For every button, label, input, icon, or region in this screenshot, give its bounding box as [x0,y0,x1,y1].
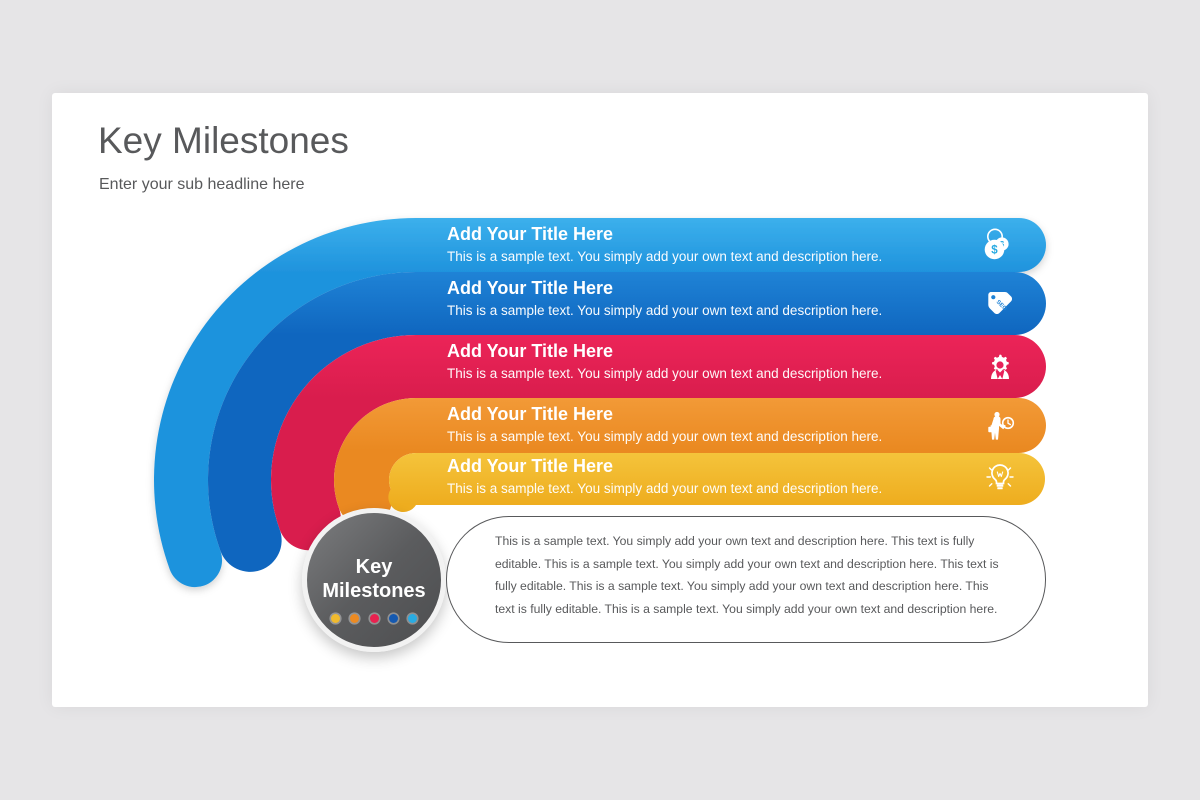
svg-text:$: $ [991,244,998,256]
